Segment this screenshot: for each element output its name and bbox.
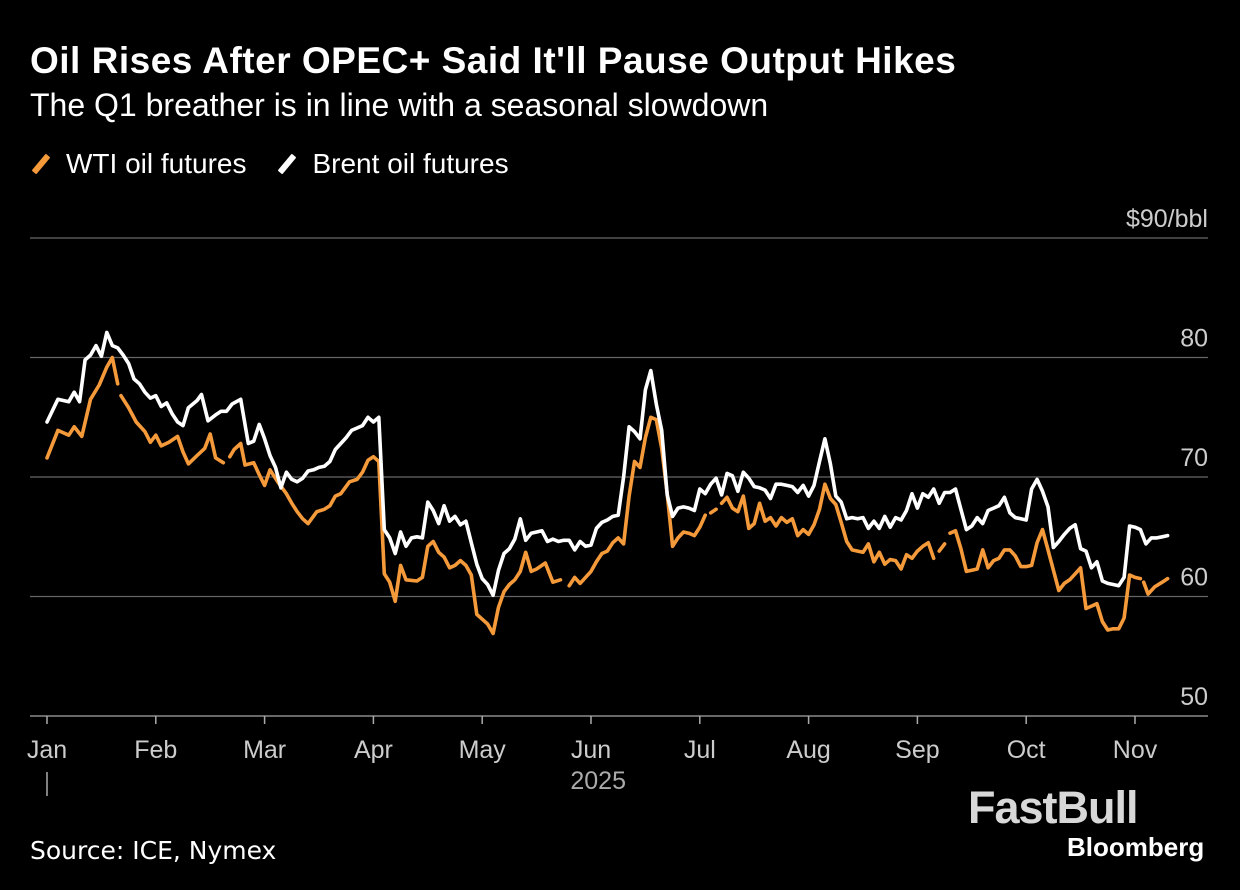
series-line-wti-segment-7: [948, 527, 1143, 632]
y-tick-label-60: 60: [1180, 564, 1208, 592]
x-tick-label-nov: Nov: [1113, 736, 1158, 764]
x-tick-label-sep: Sep: [895, 736, 939, 764]
x-year-label: 2025: [570, 767, 626, 795]
series-line-wti-segment-3: [567, 415, 707, 588]
x-tick-label-jan: Jan: [27, 736, 67, 764]
y-tick-label-50: 50: [1180, 683, 1208, 711]
x-tick-label-mar: Mar: [243, 736, 286, 764]
y-tick-label-80: 80: [1180, 325, 1208, 353]
legend-item-wti: WTI oil futures: [30, 148, 246, 180]
bloomberg-logo: Bloomberg: [1067, 832, 1205, 862]
y-tick-label-90: $90/bbl: [1126, 205, 1208, 233]
series-line-wti-segment-1: [119, 393, 226, 466]
series-line-wti-segment-8: [1141, 576, 1170, 596]
series-line-wti-segment-5: [719, 482, 936, 571]
legend-label-wti: WTI oil futures: [66, 148, 247, 179]
chart-legend: WTI oil futures Brent oil futures: [30, 148, 539, 180]
x-tick-label-jul: Jul: [684, 736, 716, 764]
fastbull-watermark: FastBull: [968, 782, 1139, 833]
chart-subtitle: The Q1 breather is in line with a season…: [30, 87, 769, 123]
legend-label-brent: Brent oil futures: [312, 148, 509, 179]
x-tick-label-jun: Jun: [571, 736, 611, 764]
series-line-wti-segment-4: [708, 507, 718, 515]
x-tick-label-may: May: [459, 736, 507, 764]
legend-item-brent: Brent oil futures: [276, 148, 509, 180]
x-tick-label-feb: Feb: [134, 736, 177, 764]
y-tick-label-70: 70: [1180, 444, 1208, 472]
x-tick-label-oct: Oct: [1007, 736, 1046, 764]
x-tick-label-aug: Aug: [786, 736, 830, 764]
series-line-wti-segment-0: [45, 355, 120, 460]
chart-title: Oil Rises After OPEC+ Said It'll Pause O…: [30, 40, 957, 81]
series-line-wti-segment-2: [228, 441, 563, 636]
x-tick-label-apr: Apr: [354, 736, 393, 764]
series-line-brent-segment-0: [45, 330, 1170, 598]
source-note: Source: ICE, Nymex: [30, 836, 277, 865]
series-line-wti-segment-6: [937, 542, 947, 553]
